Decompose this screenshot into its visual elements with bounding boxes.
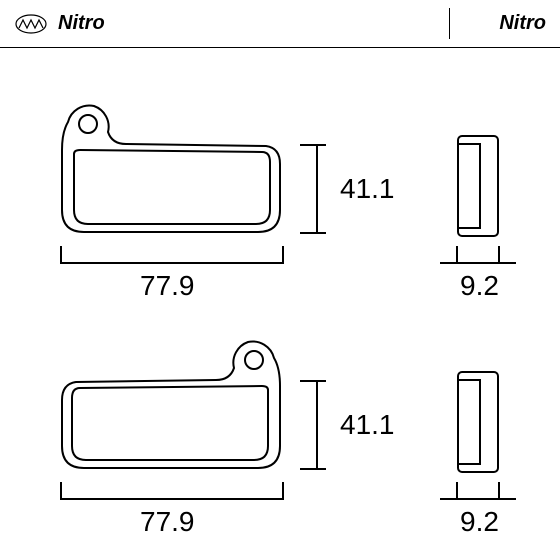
dim-thick-line-1 (440, 262, 516, 264)
brake-pad-bottom (56, 338, 286, 478)
dim-thick-1: 9.2 (460, 270, 499, 302)
dim-height-line-1 (316, 144, 318, 234)
dim-height-line-2 (316, 380, 318, 470)
arrow (308, 468, 326, 470)
dim-width-2: 77.9 (140, 506, 195, 538)
dim-thick-line-2 (440, 498, 516, 500)
dim-width-line-1 (60, 262, 284, 264)
dim-width-line-2 (60, 498, 284, 500)
brake-pad-top (56, 102, 286, 242)
dim-height-2: 41.1 (340, 409, 395, 441)
side-profile-2 (454, 370, 504, 474)
brand-logo (14, 13, 48, 35)
header-bar: Nitro Nitro (0, 0, 560, 48)
dim-height-1: 41.1 (340, 173, 395, 205)
arrow (308, 232, 326, 234)
dim-width-1: 77.9 (140, 270, 195, 302)
arrow (308, 144, 326, 146)
diagram-area: 41.1 77.9 9.2 41.1 77.9 9.2 (0, 48, 560, 560)
brand-name-left: Nitro (58, 12, 105, 35)
arrow (308, 380, 326, 382)
brand-name-right: Nitro (499, 12, 546, 35)
header-divider (449, 8, 450, 39)
dim-thick-2: 9.2 (460, 506, 499, 538)
side-profile-1 (454, 134, 504, 238)
